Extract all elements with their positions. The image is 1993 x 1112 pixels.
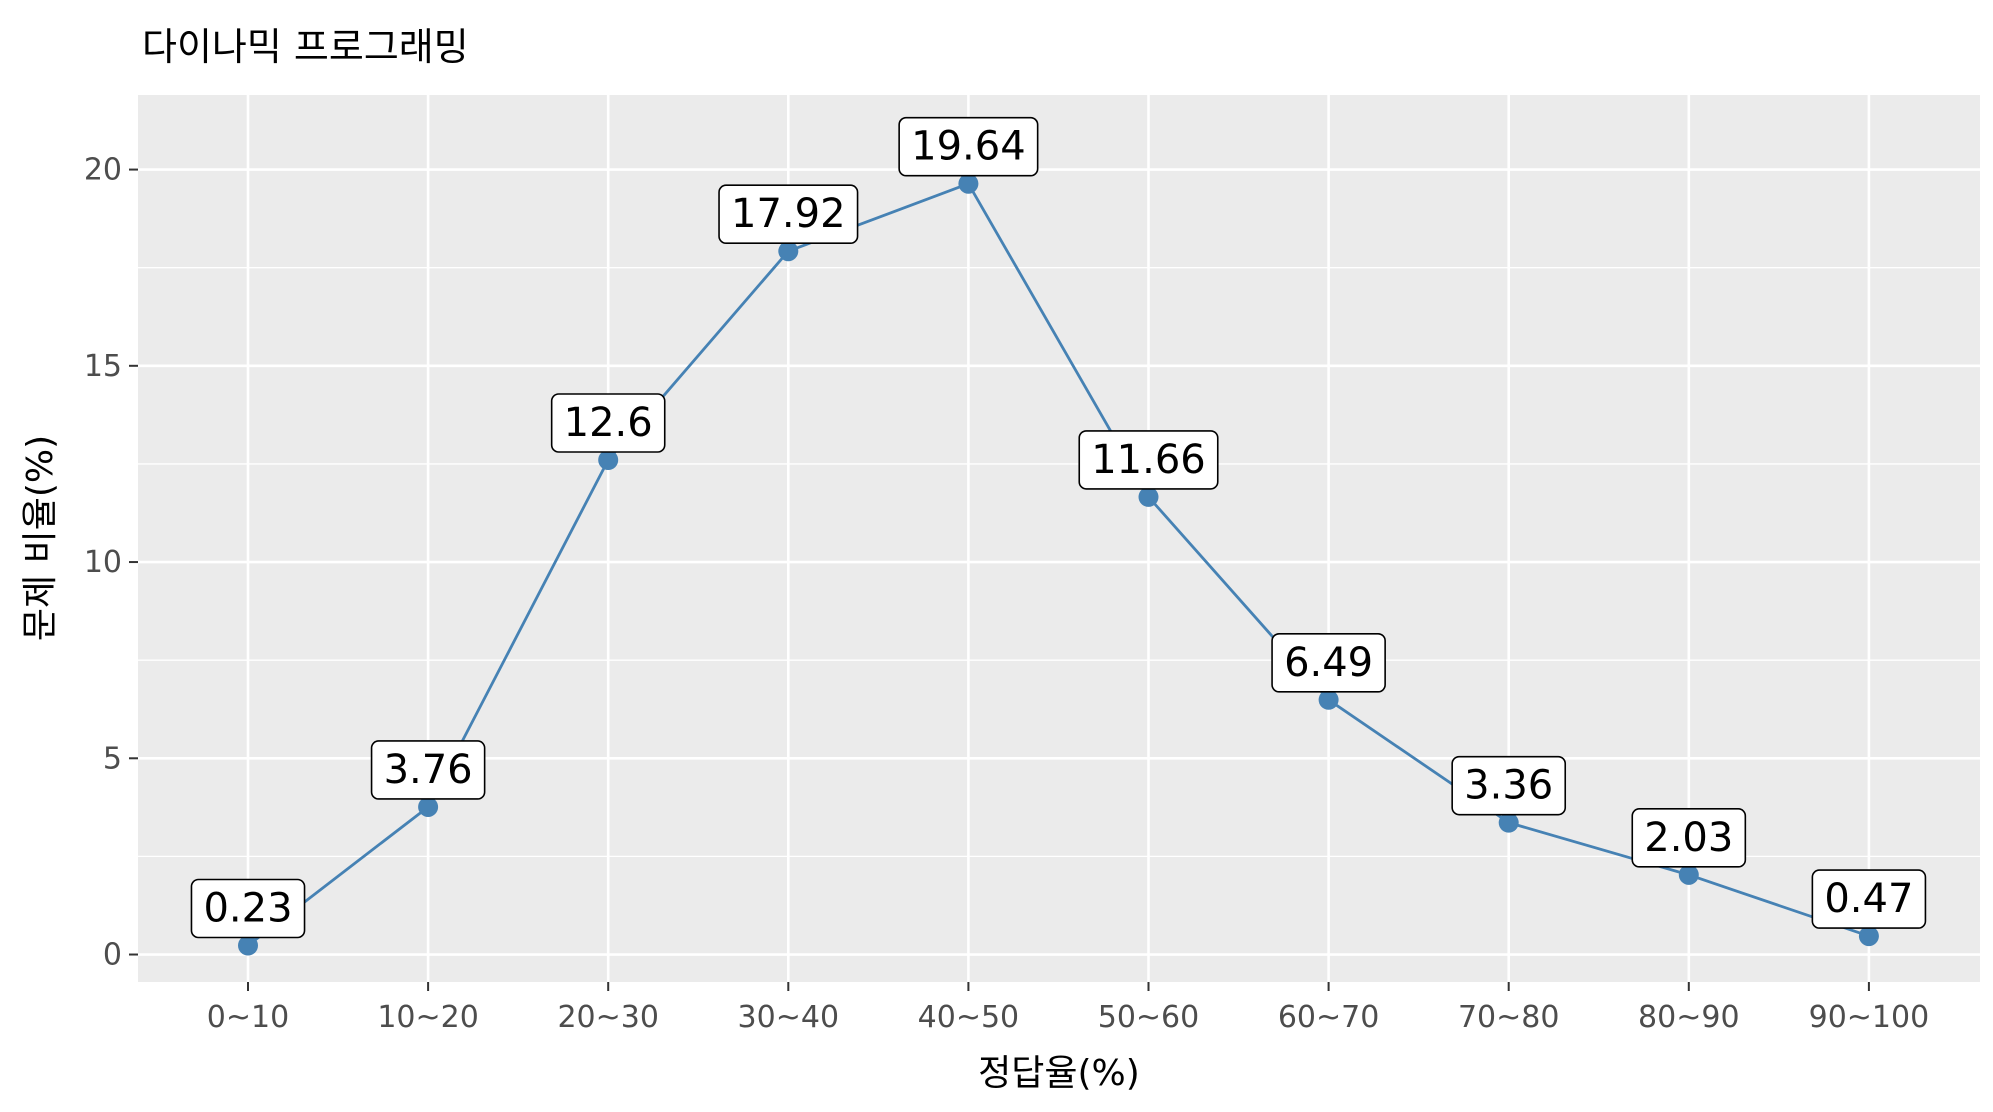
data-labels: 0.23 3.76 12.6 17.92 19.64 11.66 6.49 3.36 2.03 0… — [190, 116, 1927, 939]
data-label-text: 6.49 — [1284, 640, 1373, 686]
y-axis: 0 5 10 15 20 — [84, 153, 138, 973]
x-tick-label: 30~40 — [738, 1000, 839, 1035]
data-label: 3.76 — [370, 740, 486, 800]
data-label-text: 19.64 — [911, 124, 1026, 170]
x-tick-label: 40~50 — [918, 1000, 1019, 1035]
y-tick-label: 15 — [84, 349, 122, 384]
series-line — [247, 182, 1870, 947]
data-point — [238, 935, 258, 956]
data-label-text: 3.76 — [384, 747, 473, 793]
data-label: 0.47 — [1811, 869, 1927, 929]
x-tick-label: 60~70 — [1278, 1000, 1379, 1035]
x-tick-label: 80~90 — [1638, 1000, 1739, 1035]
data-point — [1858, 926, 1879, 947]
data-label-box — [370, 740, 486, 800]
data-point — [1318, 689, 1339, 710]
x-axis: 0~10 10~20 20~30 30~40 40~50 50~60 60~70 70~80 8… — [207, 982, 1929, 1035]
x-axis-title: 정답율(%) — [978, 1053, 1140, 1094]
x-tick-label: 20~30 — [557, 1000, 658, 1035]
data-point — [418, 796, 439, 817]
y-tick-label: 5 — [103, 741, 122, 776]
data-label-text: 2.03 — [1644, 815, 1733, 861]
y-tick-label: 20 — [84, 153, 122, 188]
data-point — [1498, 812, 1519, 833]
data-label: 11.66 — [1078, 430, 1219, 490]
data-label: 17.92 — [718, 184, 859, 245]
data-label-box — [1631, 808, 1747, 868]
series-polyline — [247, 182, 1870, 947]
data-label-box — [898, 116, 1039, 177]
y-tick-label: 10 — [84, 545, 122, 580]
x-tick-label: 70~80 — [1458, 1000, 1559, 1035]
y-axis-title: 문제 비율(%) — [20, 435, 61, 641]
data-label-text: 17.92 — [731, 191, 846, 237]
data-label-box — [1811, 869, 1927, 929]
data-label-box — [1271, 633, 1386, 693]
data-point — [1678, 864, 1699, 885]
data-label-box — [1078, 430, 1219, 490]
data-label-box — [1451, 755, 1567, 816]
y-tick-label: 0 — [103, 938, 122, 973]
data-label: 6.49 — [1271, 633, 1386, 693]
data-label-text: 0.47 — [1824, 876, 1913, 922]
data-label-text: 11.66 — [1091, 437, 1206, 483]
chart-title: 다이나믹 프로그래밍 — [142, 25, 469, 69]
data-label-box — [550, 393, 666, 453]
data-label-text: 12.6 — [564, 400, 653, 446]
data-label-box — [190, 878, 306, 939]
data-label-box — [718, 184, 859, 245]
data-points — [238, 173, 1879, 956]
x-tick-label: 90~100 — [1809, 1000, 1930, 1035]
data-label: 12.6 — [550, 393, 666, 453]
data-label: 3.36 — [1451, 755, 1567, 816]
data-label-text: 3.36 — [1464, 763, 1553, 809]
data-label-text: 0.23 — [203, 885, 292, 931]
x-tick-label: 10~20 — [377, 1000, 478, 1035]
major-gridlines — [138, 95, 1980, 982]
data-point — [1138, 486, 1159, 507]
x-tick-label: 0~10 — [207, 1000, 289, 1035]
data-label: 19.64 — [898, 116, 1039, 177]
data-point — [598, 450, 619, 471]
data-label: 2.03 — [1631, 808, 1747, 868]
data-point — [958, 173, 979, 194]
x-tick-label: 50~60 — [1098, 1000, 1199, 1035]
data-label: 0.23 — [190, 878, 306, 939]
data-point — [778, 241, 799, 262]
